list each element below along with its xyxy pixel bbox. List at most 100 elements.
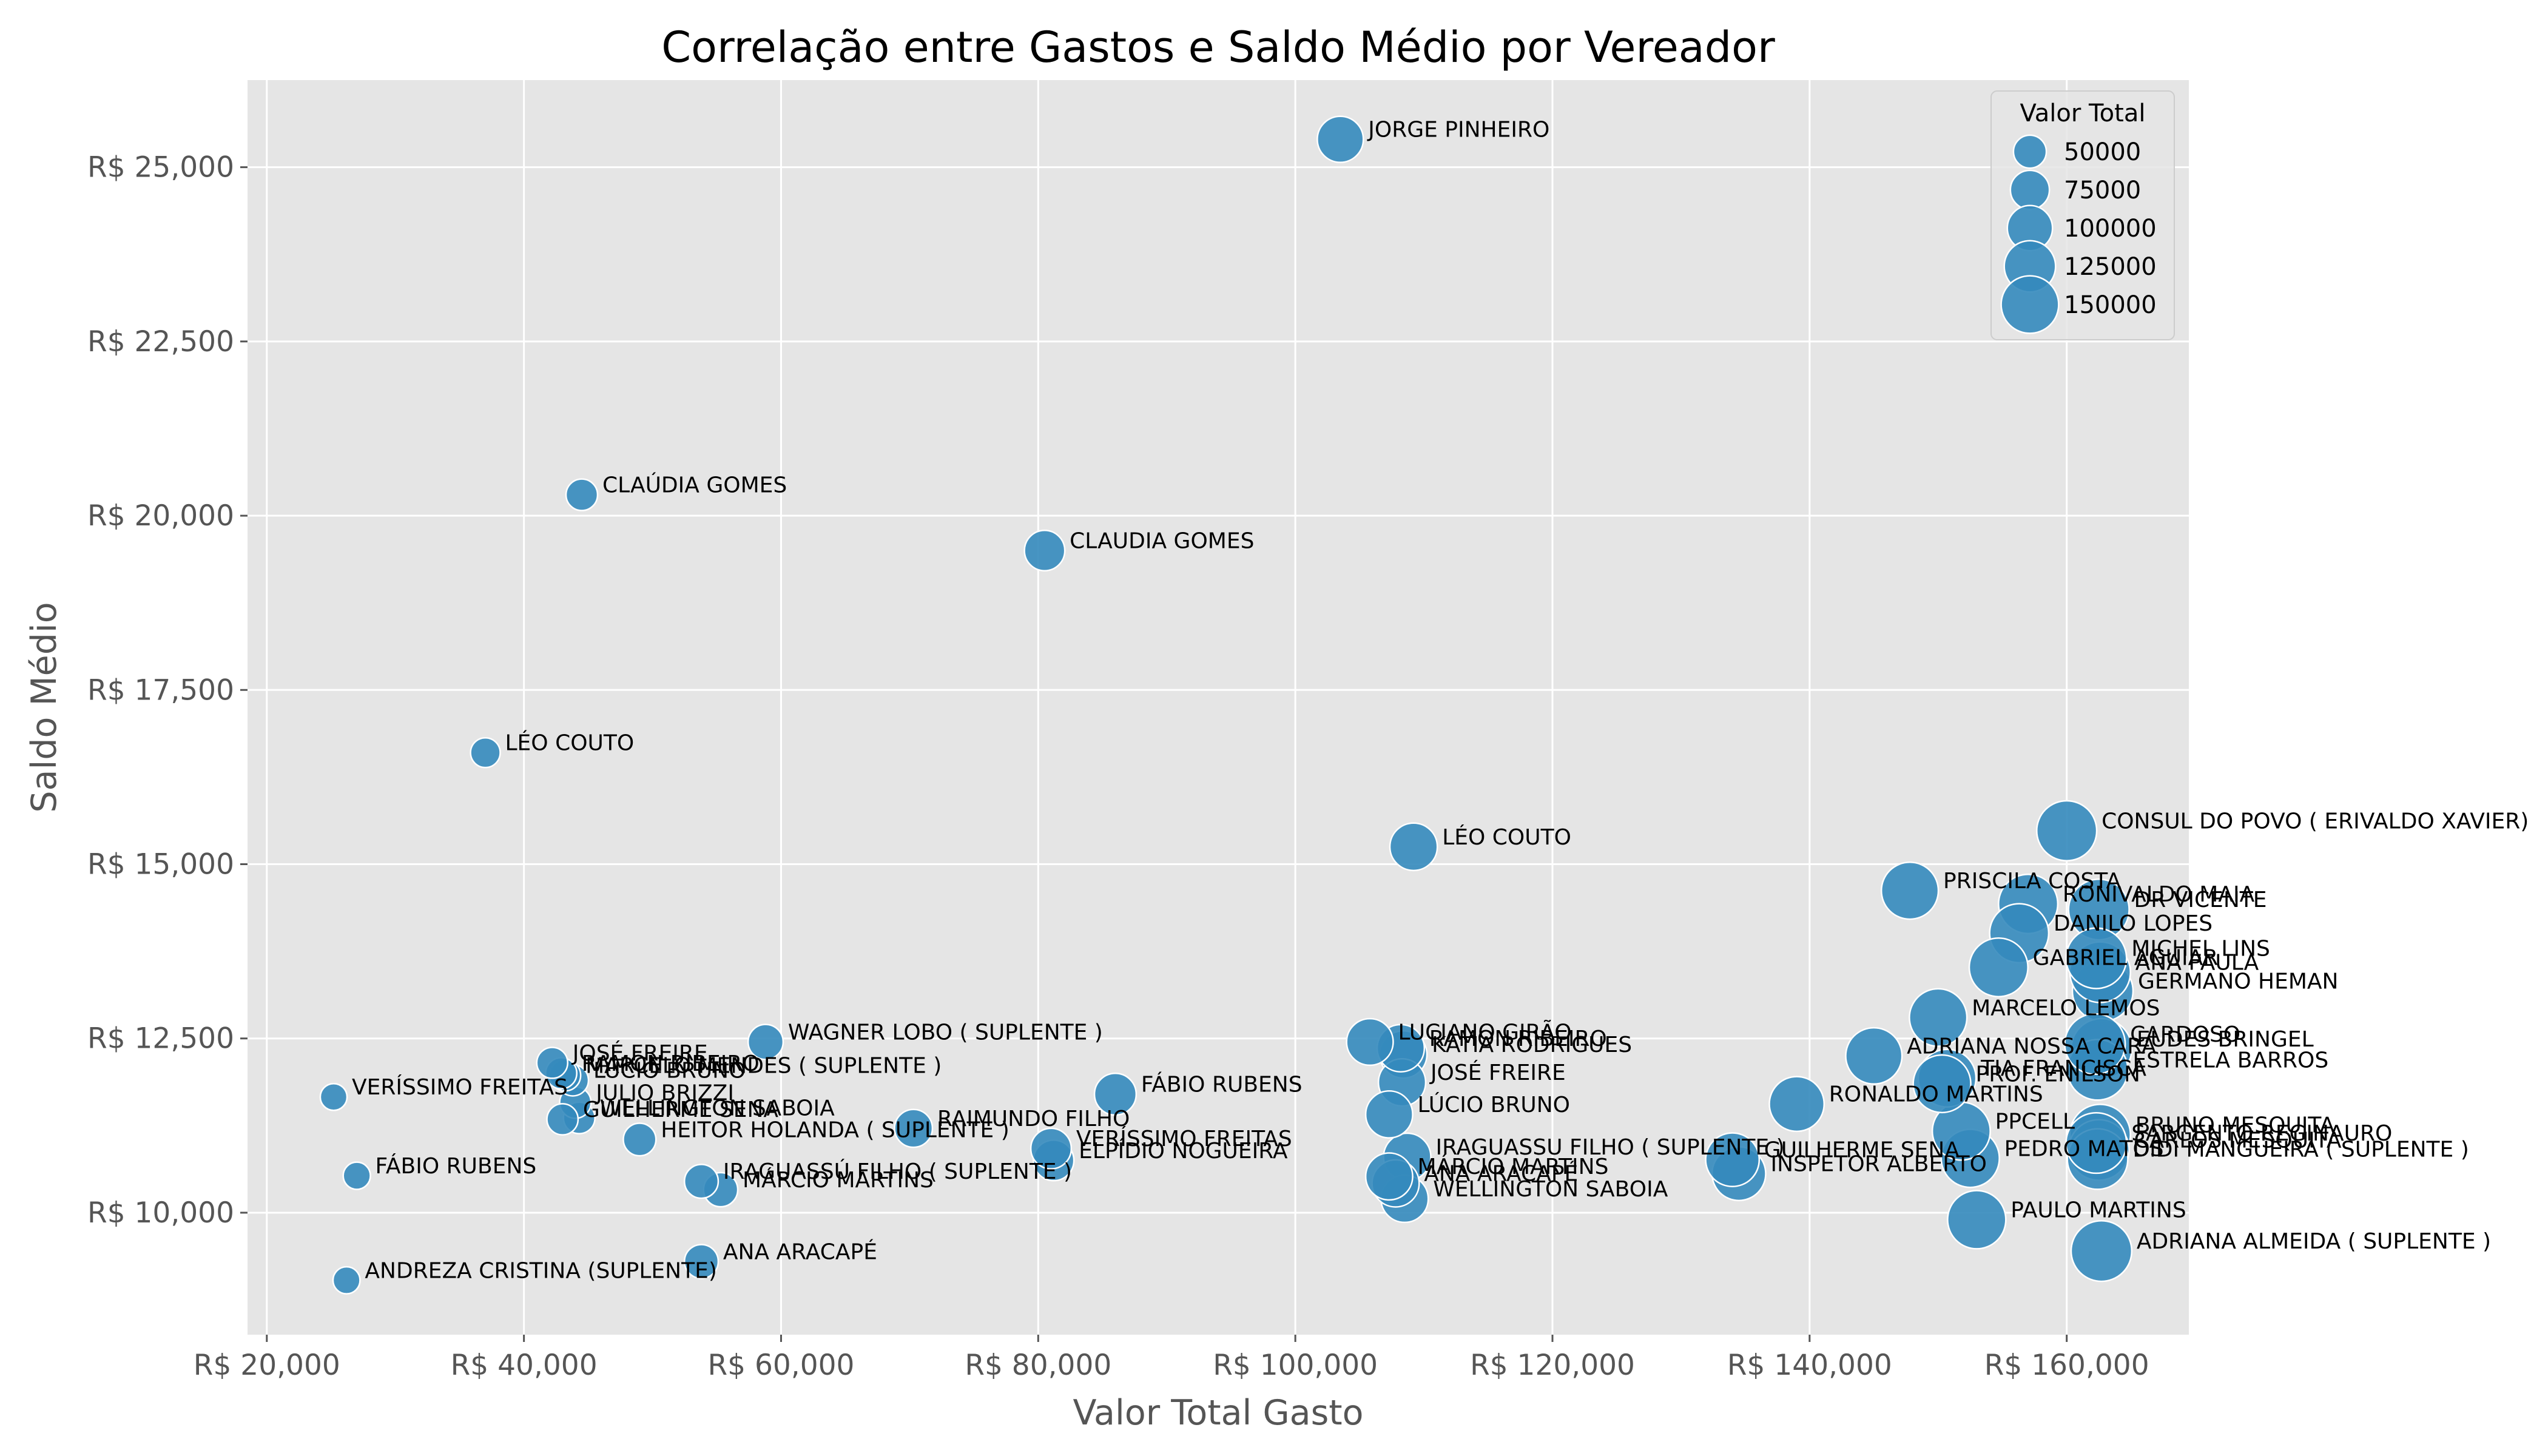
- point-label: CONSUL DO POVO ( ERIVALDO XAVIER): [2101, 809, 2529, 834]
- point-label: WELLINGTON SABOIA: [1433, 1177, 1668, 1202]
- size-legend: Valor Total 50000 75000 100000 125000 150000: [1990, 90, 2175, 340]
- data-point: [342, 1161, 371, 1190]
- data-point: [1316, 115, 1364, 163]
- point-label: FÁBIO RUBENS: [376, 1153, 537, 1179]
- x-tick-label: R$ 160,000: [1984, 1349, 2149, 1382]
- x-tick-label: R$ 20,000: [194, 1349, 340, 1382]
- point-label: CLAÚDIA GOMES: [602, 473, 787, 498]
- point-label: CARDOSO: [2130, 1022, 2240, 1047]
- legend-entry-label: 150000: [2064, 291, 2157, 319]
- x-axis-label: Valor Total Gasto: [1073, 1393, 1363, 1433]
- data-point: [1346, 1017, 1394, 1067]
- point-label: JULIO BRIZZI: [595, 1080, 734, 1105]
- point-label: VERÍSSIMO FREITAS: [1076, 1126, 1292, 1151]
- point-label: ANA PAULA: [2135, 951, 2259, 976]
- data-point: [622, 1122, 657, 1157]
- point-label: MICHEL LINS: [2131, 937, 2270, 962]
- legend-entry-label: 50000: [2064, 138, 2141, 166]
- point-label: LÉO COUTO: [1442, 824, 1571, 850]
- point-label: CLAUDIA GOMES: [1070, 529, 1254, 554]
- data-point: [2070, 1219, 2133, 1282]
- point-label: FÁBIO RUBENS: [1141, 1072, 1303, 1097]
- y-axis-label: Saldo Médio: [24, 602, 64, 812]
- data-point: [1880, 861, 1940, 920]
- x-tick-label: R$ 80,000: [965, 1349, 1111, 1382]
- data-point: [1389, 822, 1438, 872]
- point-label: GUILHERME SENA: [583, 1097, 779, 1122]
- legend-marker: [2009, 169, 2051, 211]
- point-label: GERMANO HEMAN: [2138, 969, 2339, 994]
- data-point: [565, 478, 599, 511]
- point-labels: JORGE PINHEIRO CLAÚDIA GOMES CLAUDIA GOMES…: [352, 118, 2529, 1284]
- point-label: DR VICENTE: [2134, 888, 2267, 912]
- point-label: HEITOR HOLANDA ( SUPLENTE ): [661, 1117, 1009, 1142]
- data-point: [2065, 927, 2128, 989]
- y-tick-label: R$ 22,500: [87, 325, 234, 359]
- point-label: IRAGUASSÚ FILHO ( SUPLENTE ): [723, 1159, 1072, 1184]
- point-label: PEDRO MATOS: [2004, 1136, 2164, 1161]
- point-label: JOSÉ FREIRE: [1429, 1060, 1566, 1085]
- y-tick-label: R$ 12,500: [87, 1022, 234, 1056]
- x-tick-label: R$ 100,000: [1213, 1349, 1378, 1382]
- point-label: CARLOS MESQUITA: [2134, 1128, 2342, 1153]
- data-point: [1912, 1054, 1972, 1114]
- point-label: ANA ARACAPÉ: [1424, 1161, 1578, 1187]
- point-label: DANILO LOPES: [2054, 911, 2213, 936]
- y-tick-label: R$ 15,000: [87, 848, 234, 881]
- point-label: EUDES BRINGEL: [2137, 1027, 2314, 1052]
- point-label: LÚCIO BRUNO: [1418, 1092, 1570, 1117]
- point-label: PPCELL: [1995, 1110, 2075, 1134]
- point-label: PRISCILA COSTA: [1943, 869, 2121, 894]
- point-label: MÁRCIO MARTINS: [743, 1167, 934, 1193]
- point-label: RAMON RIBEIRO: [1429, 1026, 1607, 1051]
- point-label: RONIVALDO MAIA: [2063, 882, 2255, 907]
- y-tick-label: R$ 20,000: [87, 499, 234, 533]
- data-point: [1364, 1090, 1414, 1139]
- point-label: TIA FRANCISCA: [1980, 1056, 2146, 1081]
- data-point: [1947, 1190, 2007, 1250]
- point-label: ADRIANA ALMEIDA ( SUPLENTE ): [2137, 1229, 2491, 1254]
- point-label: ADRIANA NOSSA CARA: [1907, 1034, 2157, 1059]
- point-label: SARGENTO REGINAURO: [2131, 1121, 2392, 1146]
- x-tick-label: R$ 60,000: [707, 1349, 854, 1382]
- point-label: JORGE PINHEIRO: [1367, 118, 1549, 143]
- point-label: ELPÍDIO NOGUEIRA: [1079, 1138, 1288, 1164]
- data-point: [1030, 1127, 1073, 1170]
- point-label: RAMON RIBEIRO: [582, 1051, 760, 1076]
- x-axis-ticks: R$ 20,000 R$ 40,000 R$ 60,000 R$ 80,000 R$ 1…: [194, 1335, 2149, 1382]
- point-label: LÉO COUTO: [505, 730, 634, 756]
- chart-title: Correlação entre Gastos e Saldo Médio po…: [661, 22, 1775, 72]
- y-tick-label: R$ 17,500: [87, 673, 234, 707]
- data-point: [894, 1108, 934, 1148]
- data-point: [470, 736, 501, 769]
- point-label: VERÍSSIMO FREITAS: [352, 1074, 568, 1100]
- point-label: BRUNO MESQUITA: [2135, 1113, 2335, 1138]
- point-label: IRAGUASSU FILHO ( SUPLENTE ): [1436, 1135, 1785, 1160]
- data-point: [2065, 1111, 2128, 1175]
- legend-marker: [2012, 134, 2048, 169]
- data-point: [1364, 1152, 1414, 1201]
- point-label: PAULO MARTINS: [2010, 1198, 2186, 1222]
- y-tick-label: R$ 10,000: [87, 1196, 234, 1230]
- point-label: ANA ARACAPÉ: [723, 1239, 877, 1264]
- data-point: [546, 1103, 579, 1136]
- point-label: DIDI MANGUEIRA ( SUPLENTE ): [2132, 1137, 2469, 1162]
- data-point: [2036, 800, 2098, 861]
- legend-title: Valor Total: [2020, 99, 2146, 127]
- point-label: WELLINGTON SABOIA: [600, 1096, 835, 1121]
- data-point: [1023, 529, 1066, 572]
- y-axis-ticks: R$ 10,000 R$ 12,500 R$ 15,000 R$ 17,500 R$ 2…: [87, 151, 248, 1230]
- point-label: RAIMUNDO FILHO: [937, 1107, 1130, 1131]
- data-point: [1768, 1076, 1825, 1133]
- point-label: ESTRELA BARROS: [2132, 1048, 2328, 1073]
- point-label: JOSÉ FREIRE: [571, 1040, 708, 1066]
- data-point: [1968, 937, 2029, 998]
- point-label: GABRIEL AGUIAR: [2033, 946, 2219, 971]
- point-label: LUCIANO GIRÃO: [1398, 1019, 1571, 1045]
- data-point: [332, 1266, 361, 1295]
- data-point: [747, 1023, 784, 1060]
- point-label: INSPETOR ALBERTO: [1770, 1152, 1986, 1177]
- point-label: RONALDO MARTINS: [1829, 1082, 2043, 1107]
- point-label: MARCELO MENDES ( SUPLENTE ): [585, 1054, 942, 1079]
